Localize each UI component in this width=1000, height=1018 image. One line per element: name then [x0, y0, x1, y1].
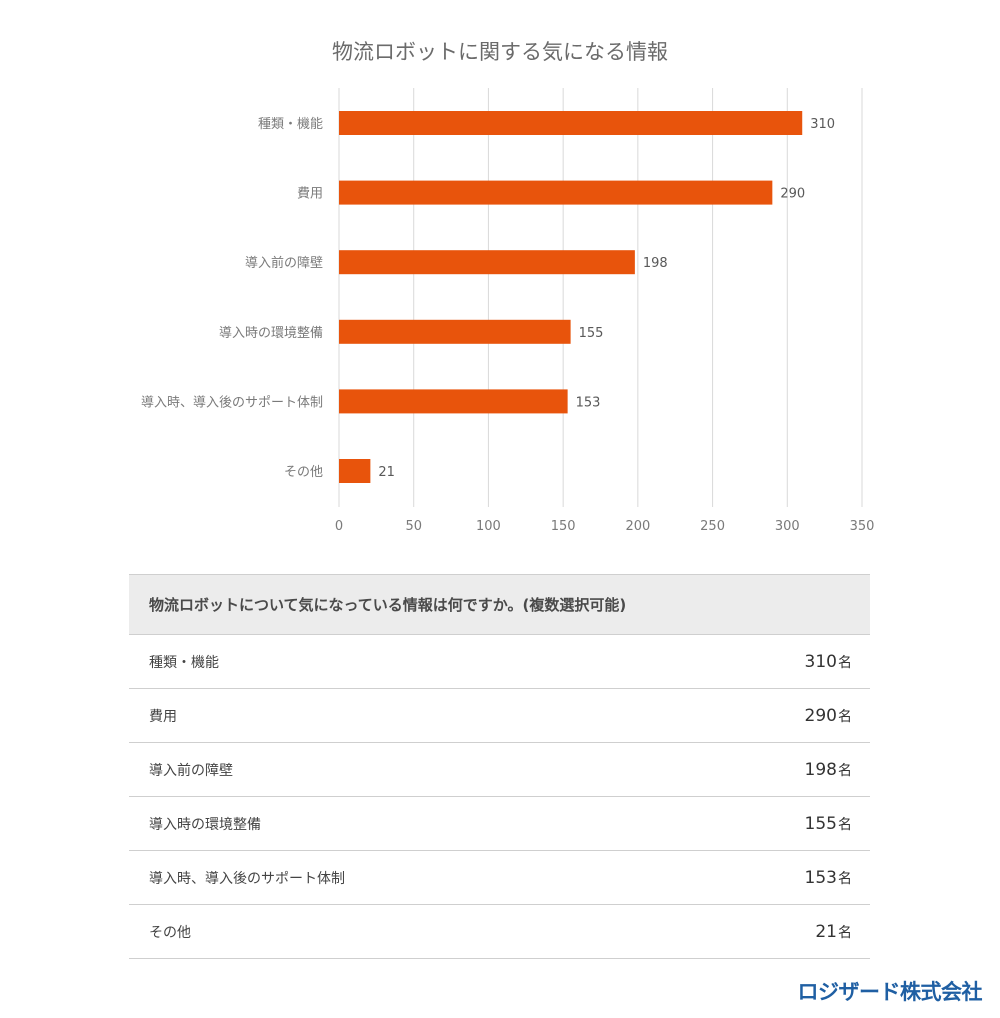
company-logo: ロジザード株式会社	[797, 980, 983, 1004]
row-label: 費用	[129, 688, 697, 743]
x-tick-label: 50	[405, 519, 422, 534]
summary-table: 物流ロボットについて気になっている情報は何ですか。(複数選択可能) 種類・機能 3…	[129, 574, 870, 959]
bar	[339, 180, 773, 205]
row-value: 198	[804, 759, 837, 780]
row-unit: 名	[838, 816, 852, 833]
row-unit: 名	[838, 654, 852, 671]
category-label: 導入時の環境整備	[219, 325, 323, 341]
table-header: 物流ロボットについて気になっている情報は何ですか。(複数選択可能)	[129, 574, 870, 635]
row-unit: 名	[838, 870, 852, 887]
table-row: 費用 290名	[129, 688, 870, 743]
x-tick-label: 350	[850, 519, 875, 534]
row-value-cell: 290名	[696, 688, 870, 743]
row-value-cell: 153名	[696, 850, 870, 905]
x-tick-label: 250	[700, 519, 725, 534]
row-value: 290	[804, 705, 837, 726]
row-label: 導入時の環境整備	[129, 796, 697, 851]
chart-title: 物流ロボットに関する気になる情報	[332, 40, 668, 64]
data-label: 290	[780, 187, 805, 202]
bar	[339, 250, 635, 275]
bar	[339, 389, 568, 414]
x-tick-label: 100	[476, 519, 501, 534]
row-unit: 名	[838, 708, 852, 725]
table-row: 導入前の障壁 198名	[129, 742, 870, 797]
table-row: その他 21名	[129, 904, 870, 959]
category-label: 導入時、導入後のサポート体制	[141, 395, 323, 410]
x-tick-label: 300	[775, 519, 800, 534]
bar	[339, 319, 571, 344]
gridlines	[338, 88, 863, 507]
row-unit: 名	[838, 924, 852, 941]
row-label: 種類・機能	[129, 634, 697, 689]
category-label: 種類・機能	[258, 116, 323, 132]
data-label: 198	[643, 256, 668, 271]
x-tick-label: 0	[335, 519, 343, 534]
table-row: 導入時、導入後のサポート体制 153名	[129, 850, 870, 905]
data-label: 310	[810, 117, 835, 132]
table-row: 種類・機能 310名	[129, 634, 870, 689]
bar	[339, 111, 803, 135]
data-label: 153	[576, 395, 601, 410]
bar	[339, 459, 371, 483]
row-value-cell: 21名	[696, 904, 870, 959]
category-label: 費用	[297, 187, 323, 202]
row-value: 155	[804, 813, 837, 834]
row-value: 310	[804, 651, 837, 672]
table-header-row: 物流ロボットについて気になっている情報は何ですか。(複数選択可能)	[129, 574, 870, 635]
row-unit: 名	[838, 762, 852, 779]
table-row: 導入時の環境整備 155名	[129, 796, 870, 851]
x-tick-label: 150	[551, 519, 576, 534]
row-value: 153	[804, 867, 837, 888]
row-label: 導入前の障壁	[129, 742, 697, 797]
labels: 0 50 100 150 200 250 300 350 種類・機能 310 費用 290 導入前の障壁…	[141, 116, 874, 534]
row-value-cell: 155名	[696, 796, 870, 851]
category-label: その他	[284, 465, 323, 480]
row-value-cell: 198名	[696, 742, 870, 797]
row-label: 導入時、導入後のサポート体制	[129, 850, 697, 905]
x-tick-label: 200	[625, 519, 650, 534]
data-label: 21	[378, 465, 395, 480]
row-value: 21	[815, 921, 837, 942]
row-value-cell: 310名	[696, 634, 870, 689]
category-label: 導入前の障壁	[245, 255, 323, 271]
bar-chart: 0 50 100 150 200 250 300 350 種類・機能 310 費用 290 導入前の障壁…	[141, 88, 874, 534]
table-body: 種類・機能 310名 費用 290名 導入前の障壁 198名 導入時の環境整備 155名 導入時…	[129, 634, 870, 959]
row-label: その他	[129, 904, 697, 959]
bars	[339, 111, 803, 483]
data-label: 155	[579, 326, 604, 341]
